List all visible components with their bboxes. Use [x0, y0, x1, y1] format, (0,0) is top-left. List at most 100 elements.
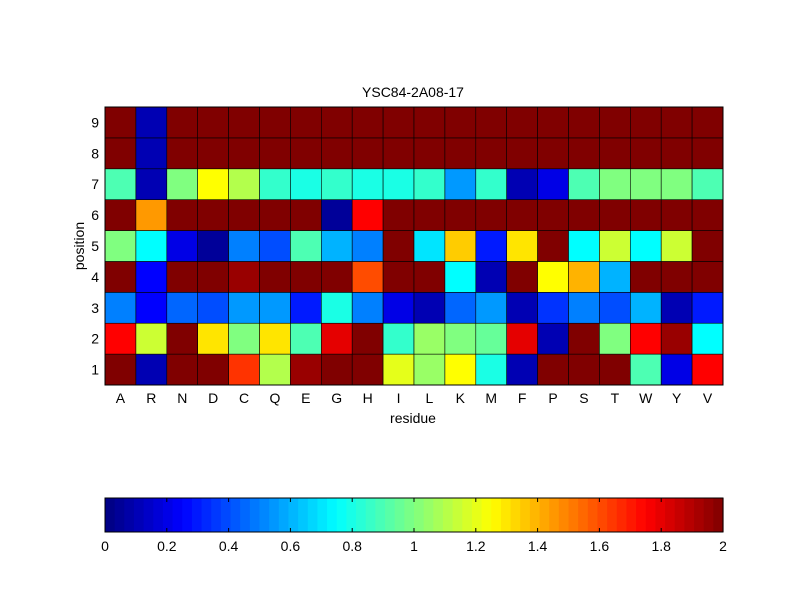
colorbar-segment: [201, 498, 212, 532]
colorbar-segment: [298, 498, 309, 532]
colorbar-segment: [645, 498, 657, 532]
colorbar-segment: [471, 498, 483, 532]
heatmap-cell: [259, 137, 291, 170]
colorbar-segment: [153, 498, 164, 532]
heatmap-cell: [599, 168, 631, 200]
heatmap-cell: [382, 137, 415, 170]
heatmap-cell: [382, 199, 415, 231]
colorbar-segment: [385, 498, 396, 532]
heatmap-cell: [135, 106, 168, 139]
x-tick-label: T: [611, 390, 620, 406]
heatmap-cell: [104, 137, 137, 170]
y-tick-label: 8: [91, 145, 99, 161]
heatmap-cell: [537, 322, 569, 355]
colorbar-segment: [655, 498, 666, 532]
heatmap-cell: [320, 322, 353, 355]
heatmap-cell: [104, 199, 137, 231]
heatmap-cell: [135, 322, 168, 355]
heatmap-cell: [197, 292, 229, 324]
colorbar-segment: [674, 498, 685, 532]
x-tick-label: P: [548, 390, 557, 406]
heatmap-cell: [444, 230, 477, 262]
heatmap-cell: [568, 322, 600, 355]
colorbar-segment: [220, 498, 232, 532]
heatmap-cell: [537, 230, 569, 262]
heatmap-cell: [290, 168, 322, 200]
colorbar-segment: [703, 498, 714, 532]
heatmap-cell: [259, 230, 291, 262]
heatmap-cell: [475, 137, 507, 170]
heatmap-cell: [259, 199, 291, 231]
heatmap-cell: [568, 199, 600, 231]
colorbar-segment: [491, 498, 502, 532]
heatmap-cell: [629, 353, 662, 386]
heatmap-cell: [104, 322, 137, 355]
heatmap-cell: [135, 261, 168, 293]
heatmap-cell: [413, 168, 446, 200]
heatmap-cell: [197, 106, 229, 139]
plot-frame: [104, 106, 724, 386]
heatmap-cell: [537, 106, 569, 139]
heatmap-cell: [691, 199, 724, 231]
colorbar-segment: [162, 498, 174, 532]
colorbar-tick-label: 1.8: [651, 538, 671, 554]
heatmap-cell: [259, 292, 291, 324]
heatmap-cell: [228, 292, 260, 324]
heatmap-cell: [290, 137, 322, 170]
heatmap-cell: [320, 199, 353, 231]
heatmap-cell: [197, 322, 229, 355]
colorbar-segment: [191, 498, 203, 532]
heatmap-cell: [259, 261, 291, 293]
heatmap-cell: [166, 199, 199, 231]
y-tick-label: 5: [91, 238, 99, 254]
x-tick-label: K: [456, 390, 466, 406]
heatmap-cell: [259, 322, 291, 355]
heatmap-cell: [444, 199, 477, 231]
colorbar-segment: [375, 498, 386, 532]
heatmap-cell: [506, 168, 538, 200]
colorbar-segment: [597, 498, 608, 532]
heatmap-cell: [599, 292, 631, 324]
colorbar-tick-label: 0.8: [342, 538, 362, 554]
y-tick-label: 6: [91, 207, 99, 223]
colorbar-segment: [587, 498, 599, 532]
heatmap-cell: [691, 353, 724, 386]
colorbar-segment: [549, 498, 560, 532]
heatmap-cell: [320, 230, 353, 262]
heatmap-cell: [506, 322, 538, 355]
heatmap-cell: [475, 292, 507, 324]
heatmap-cell: [660, 292, 693, 324]
colorbar-segment: [510, 498, 521, 532]
heatmap-cell: [228, 261, 260, 293]
heatmap-cell: [228, 199, 260, 231]
colorbar-segment: [240, 498, 251, 532]
heatmap-cell: [135, 230, 168, 262]
heatmap-cell: [475, 230, 507, 262]
colorbar-segment: [433, 498, 444, 532]
heatmap-cell: [351, 199, 384, 231]
colorbar-segment: [636, 498, 647, 532]
colorbar-segment: [626, 498, 637, 532]
x-tick-label: C: [239, 390, 249, 406]
heatmap-cell: [290, 106, 322, 139]
heatmap-cell: [629, 292, 662, 324]
colorbar-tick-label: 0.4: [219, 538, 239, 554]
heatmap-cell: [506, 106, 538, 139]
heatmap-cell: [382, 230, 415, 262]
heatmap-cell: [320, 292, 353, 324]
y-tick-label: 1: [91, 362, 99, 378]
heatmap-cell: [506, 292, 538, 324]
colorbar-segment: [278, 498, 290, 532]
chart-title: YSC84-2A08-17: [362, 84, 464, 100]
heatmap-cell: [166, 261, 199, 293]
heatmap-cell: [629, 106, 662, 139]
heatmap-cell: [444, 292, 477, 324]
heatmap-cell: [382, 292, 415, 324]
colorbar-tick-label: 0.6: [281, 538, 301, 554]
x-axis-label: residue: [390, 410, 436, 426]
colorbar-segment: [694, 498, 705, 532]
heatmap-cell: [475, 168, 507, 200]
heatmap-cell: [599, 199, 631, 231]
